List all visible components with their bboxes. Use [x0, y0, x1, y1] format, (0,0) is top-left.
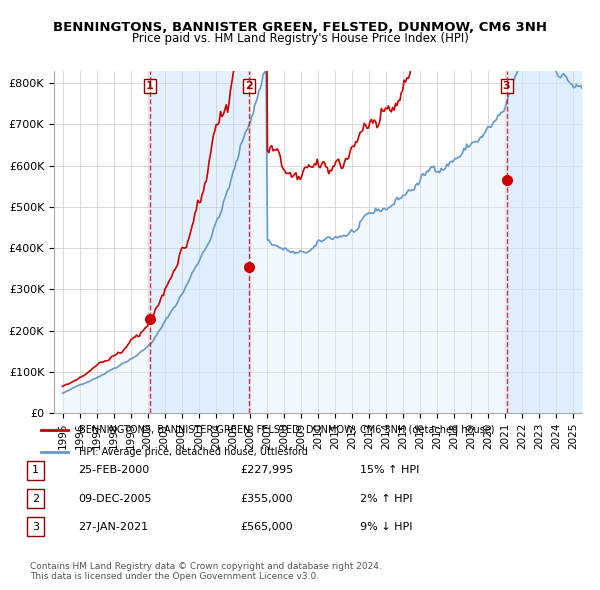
Text: £227,995: £227,995 [240, 466, 293, 475]
Text: £565,000: £565,000 [240, 522, 293, 532]
Bar [150, 71, 249, 413]
Text: 27-JAN-2021: 27-JAN-2021 [78, 522, 148, 532]
Text: 1: 1 [32, 466, 39, 475]
Text: Contains HM Land Registry data © Crown copyright and database right 2024.
This d: Contains HM Land Registry data © Crown c… [30, 562, 382, 581]
Text: 3: 3 [32, 522, 39, 532]
Text: 2: 2 [32, 494, 39, 503]
Text: 2% ↑ HPI: 2% ↑ HPI [360, 494, 413, 503]
Text: HPI: Average price, detached house, Uttlesford: HPI: Average price, detached house, Uttl… [79, 447, 307, 457]
Text: 3: 3 [503, 81, 511, 91]
Text: 09-DEC-2005: 09-DEC-2005 [78, 494, 151, 503]
Text: 25-FEB-2000: 25-FEB-2000 [78, 466, 149, 475]
Text: BENNINGTONS, BANNISTER GREEN, FELSTED, DUNMOW, CM6 3NH: BENNINGTONS, BANNISTER GREEN, FELSTED, D… [53, 21, 547, 34]
Text: 9% ↓ HPI: 9% ↓ HPI [360, 522, 413, 532]
Text: BENNINGTONS, BANNISTER GREEN, FELSTED, DUNMOW, CM6 3NH (detached house): BENNINGTONS, BANNISTER GREEN, FELSTED, D… [79, 425, 494, 435]
Text: 2: 2 [245, 81, 253, 91]
Text: 1: 1 [146, 81, 154, 91]
Text: £355,000: £355,000 [240, 494, 293, 503]
Text: 15% ↑ HPI: 15% ↑ HPI [360, 466, 419, 475]
Bar [506, 71, 582, 413]
Text: Price paid vs. HM Land Registry's House Price Index (HPI): Price paid vs. HM Land Registry's House … [131, 32, 469, 45]
